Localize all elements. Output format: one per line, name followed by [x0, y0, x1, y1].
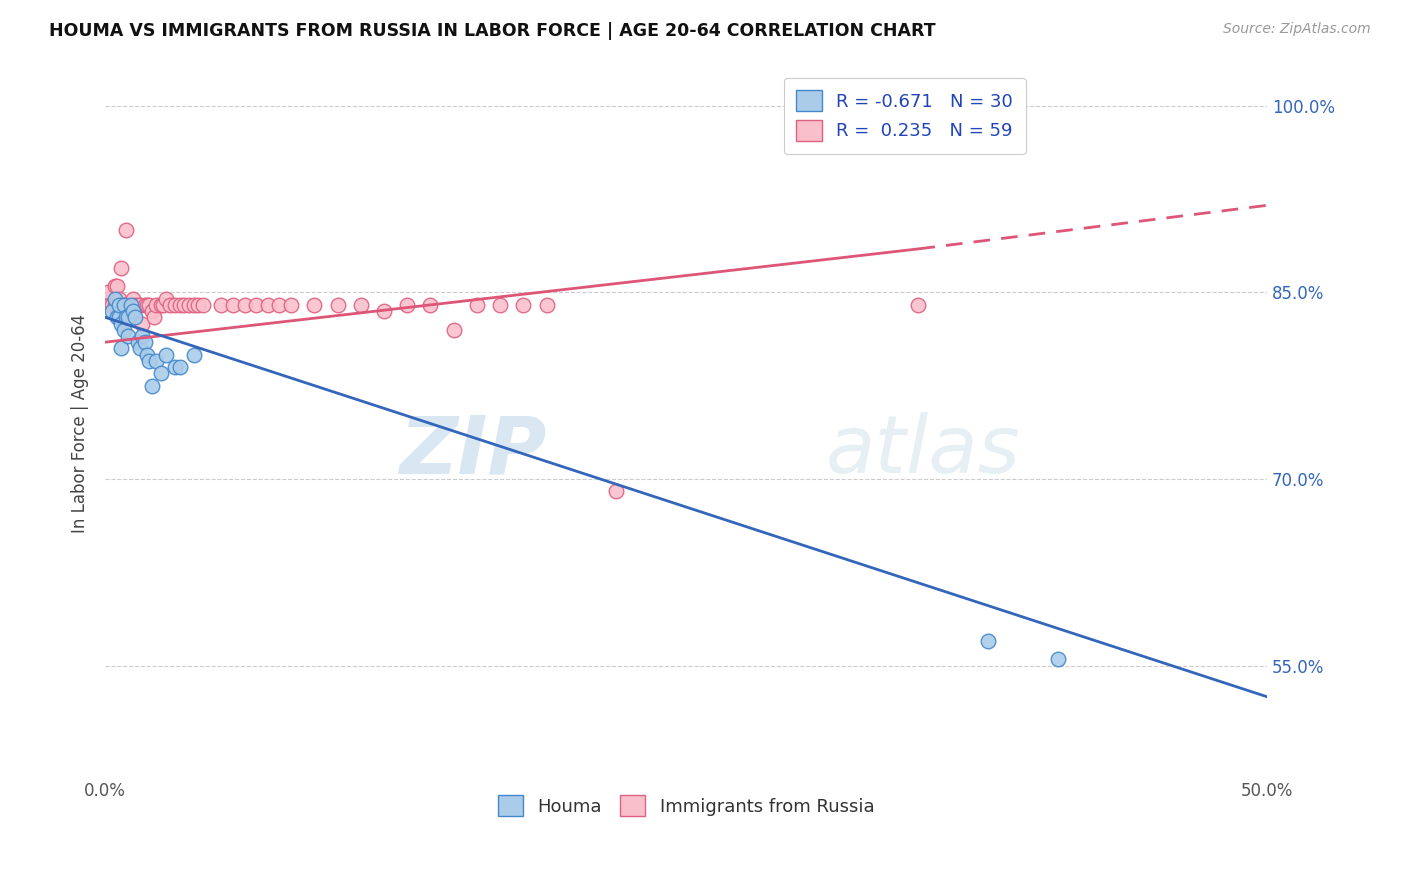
Point — [134, 335, 156, 350]
Point — [129, 298, 152, 312]
Point — [183, 298, 205, 312]
Point — [373, 304, 395, 318]
Point — [191, 298, 214, 312]
Point — [304, 298, 326, 312]
Point — [117, 298, 139, 312]
Point — [105, 310, 128, 325]
Point — [101, 298, 124, 312]
Text: ZIP: ZIP — [399, 412, 547, 491]
Point — [419, 298, 441, 312]
Point — [209, 298, 232, 312]
Point — [443, 323, 465, 337]
Point — [103, 279, 125, 293]
Point — [489, 298, 512, 312]
Text: atlas: atlas — [825, 412, 1021, 491]
Point — [183, 348, 205, 362]
Point — [110, 317, 132, 331]
Point — [98, 298, 121, 312]
Point — [110, 342, 132, 356]
Point — [222, 298, 245, 312]
Point — [977, 633, 1000, 648]
Point — [131, 329, 153, 343]
Point — [127, 335, 149, 350]
Point — [103, 298, 125, 312]
Point — [103, 292, 125, 306]
Point — [173, 298, 195, 312]
Point — [233, 298, 256, 312]
Point — [120, 298, 142, 312]
Point — [112, 298, 135, 312]
Point — [108, 292, 131, 306]
Point — [396, 298, 419, 312]
Point — [138, 298, 160, 312]
Point — [105, 298, 128, 312]
Point — [96, 292, 118, 306]
Point — [129, 342, 152, 356]
Point — [101, 304, 124, 318]
Point — [245, 298, 267, 312]
Point — [512, 298, 534, 312]
Point — [110, 298, 132, 312]
Point — [122, 292, 145, 306]
Point — [536, 298, 558, 312]
Point — [108, 310, 131, 325]
Point — [143, 310, 166, 325]
Point — [163, 298, 186, 312]
Point — [138, 354, 160, 368]
Point — [141, 378, 163, 392]
Point — [269, 298, 291, 312]
Point — [117, 298, 139, 312]
Point — [907, 298, 929, 312]
Point — [131, 317, 153, 331]
Point — [257, 298, 280, 312]
Point — [108, 298, 131, 312]
Point — [163, 360, 186, 375]
Point — [124, 310, 146, 325]
Point — [117, 310, 139, 325]
Point — [136, 298, 159, 312]
Point — [115, 298, 138, 312]
Point — [177, 298, 200, 312]
Point — [127, 298, 149, 312]
Point — [122, 304, 145, 318]
Point — [350, 298, 373, 312]
Point — [169, 298, 191, 312]
Point — [141, 304, 163, 318]
Point — [145, 354, 167, 368]
Text: Source: ZipAtlas.com: Source: ZipAtlas.com — [1223, 22, 1371, 37]
Point — [134, 298, 156, 312]
Y-axis label: In Labor Force | Age 20-64: In Labor Force | Age 20-64 — [72, 313, 89, 533]
Point — [136, 348, 159, 362]
Point — [152, 298, 174, 312]
Point — [112, 323, 135, 337]
Point — [120, 298, 142, 312]
Point — [605, 484, 627, 499]
Point — [326, 298, 349, 312]
Text: HOUMA VS IMMIGRANTS FROM RUSSIA IN LABOR FORCE | AGE 20-64 CORRELATION CHART: HOUMA VS IMMIGRANTS FROM RUSSIA IN LABOR… — [49, 22, 936, 40]
Point — [115, 310, 138, 325]
Point — [115, 223, 138, 237]
Point — [155, 348, 177, 362]
Point — [110, 260, 132, 275]
Point — [96, 285, 118, 300]
Legend: Houma, Immigrants from Russia: Houma, Immigrants from Russia — [489, 787, 883, 825]
Point — [155, 292, 177, 306]
Point — [169, 360, 191, 375]
Point — [149, 366, 172, 380]
Point — [145, 298, 167, 312]
Point — [187, 298, 209, 312]
Point — [465, 298, 488, 312]
Point — [117, 329, 139, 343]
Point — [280, 298, 302, 312]
Point — [149, 298, 172, 312]
Point — [1046, 652, 1069, 666]
Point — [159, 298, 181, 312]
Point — [105, 279, 128, 293]
Point — [112, 298, 135, 312]
Point — [124, 298, 146, 312]
